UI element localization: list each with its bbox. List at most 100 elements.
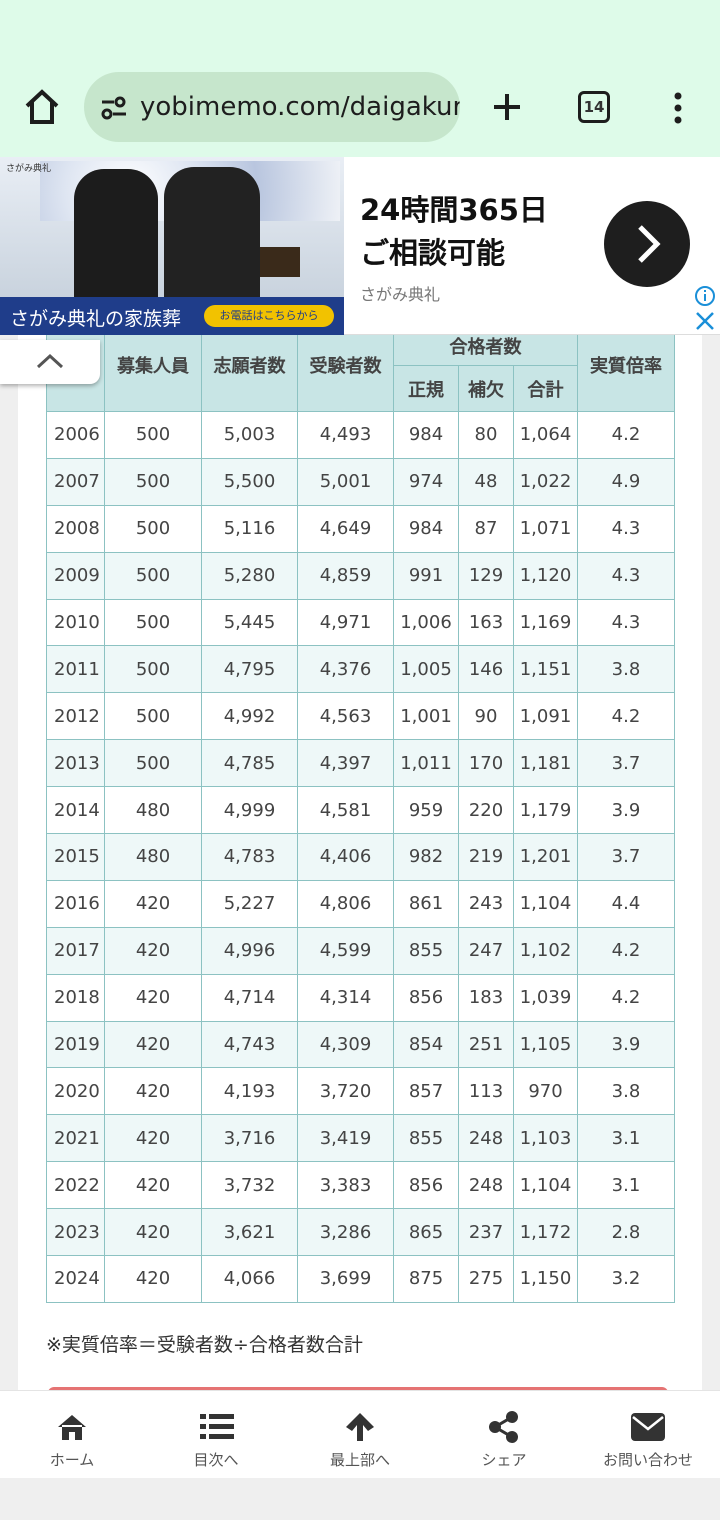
table-cell: 87 <box>458 504 514 553</box>
table-cell: 3,383 <box>297 1161 394 1210</box>
table-cell: 2009 <box>46 551 105 600</box>
table-row: 2008 500 5,116 4,649 984 87 1,071 4.3 <box>46 504 675 553</box>
tab-count[interactable]: 14 <box>578 91 610 123</box>
collapse-tab[interactable] <box>0 340 100 384</box>
table-cell: 275 <box>458 1255 514 1303</box>
address-bar[interactable]: yobimemo.com/daigakur <box>84 72 460 142</box>
table-cell: 1,039 <box>513 973 578 1022</box>
table-cell: 4,996 <box>201 926 298 975</box>
table-cell: 854 <box>393 1020 459 1069</box>
table-cell: 4.2 <box>577 926 675 975</box>
table-cell: 4,599 <box>297 926 394 975</box>
table-row: 2020 420 4,193 3,720 857 113 970 3.8 <box>46 1067 675 1116</box>
table-cell: 2011 <box>46 645 105 694</box>
table-cell: 4,193 <box>201 1067 298 1116</box>
table-cell: 3,699 <box>297 1255 394 1303</box>
table-cell: 420 <box>104 973 202 1022</box>
table-cell: 3.9 <box>577 1020 675 1069</box>
table-cell: 2007 <box>46 457 105 506</box>
table-cell: 4,971 <box>297 598 394 647</box>
table-cell: 4,999 <box>201 786 298 835</box>
table-cell: 4.4 <box>577 879 675 928</box>
table-cell: 420 <box>104 1020 202 1069</box>
table-cell: 500 <box>104 598 202 647</box>
table-cell: 420 <box>104 1067 202 1116</box>
table-cell: 1,104 <box>513 879 578 928</box>
table-cell: 4,397 <box>297 739 394 788</box>
table-cell: 5,445 <box>201 598 298 647</box>
table-row: 2014 480 4,999 4,581 959 220 1,179 3.9 <box>46 786 675 835</box>
table-row: 2011 500 4,795 4,376 1,005 146 1,151 3.8 <box>46 645 675 694</box>
table-cell: 1,103 <box>513 1114 578 1163</box>
ad-controls[interactable] <box>694 285 716 331</box>
table-cell: 90 <box>458 692 514 741</box>
table-row: 2024 420 4,066 3,699 875 275 1,150 3.2 <box>46 1255 675 1303</box>
browser-bar: yobimemo.com/daigakur 14 <box>0 0 720 157</box>
nav-item[interactable]: お問い合わせ <box>576 1391 720 1478</box>
new-tab-button[interactable] <box>492 92 522 122</box>
table-cell: 2018 <box>46 973 105 1022</box>
data-table: 募集人員 志願者数 受験者数 合格者数 実質倍率 正規 補欠 合計 2006 50… <box>46 318 675 1303</box>
menu-button[interactable] <box>670 92 686 124</box>
nav-label[interactable]: シェア <box>481 1451 527 1469</box>
table-cell: 420 <box>104 1255 202 1303</box>
table-cell: 1,181 <box>513 739 578 788</box>
table-cell: 1,071 <box>513 504 578 553</box>
nav-label[interactable]: ホーム <box>49 1451 95 1469</box>
table-cell: 2022 <box>46 1161 105 1210</box>
table-cell: 500 <box>104 411 202 459</box>
table-cell: 4.3 <box>577 598 675 647</box>
table-cell: 4,563 <box>297 692 394 741</box>
table-cell: 1,150 <box>513 1255 578 1303</box>
table-cell: 861 <box>393 879 459 928</box>
table-cell: 959 <box>393 786 459 835</box>
table-cell: 1,064 <box>513 411 578 459</box>
nav-label[interactable]: 最上部へ <box>329 1451 390 1469</box>
table-cell: 1,169 <box>513 598 578 647</box>
table-cell: 1,102 <box>513 926 578 975</box>
table-cell: 4,806 <box>297 879 394 928</box>
table-cell: 2016 <box>46 879 105 928</box>
table-cell: 2020 <box>46 1067 105 1116</box>
table-cell: 1,001 <box>393 692 459 741</box>
table-cell: 5,500 <box>201 457 298 506</box>
url-text[interactable]: yobimemo.com/daigakur <box>140 92 460 122</box>
table-cell: 183 <box>458 973 514 1022</box>
table-cell: 4.3 <box>577 551 675 600</box>
table-row: 2006 500 5,003 4,493 984 80 1,064 4.2 <box>46 411 675 459</box>
table-cell: 1,011 <box>393 739 459 788</box>
nav-label[interactable]: お問い合わせ <box>602 1451 693 1469</box>
table-cell: 5,001 <box>297 457 394 506</box>
table-row: 2010 500 5,445 4,971 1,006 163 1,169 4.3 <box>46 598 675 647</box>
table-cell: 4,743 <box>201 1020 298 1069</box>
table-cell: 4,783 <box>201 833 298 881</box>
ad-photo: さがみ典礼 <box>0 157 344 297</box>
ad-advertiser: さがみ典礼 <box>360 285 441 304</box>
site-info-icon[interactable] <box>100 96 128 120</box>
table-row: 2012 500 4,992 4,563 1,001 90 1,091 4.2 <box>46 692 675 741</box>
table-cell: 146 <box>458 645 514 694</box>
nav-item[interactable]: 目次へ <box>144 1391 288 1478</box>
table-cell: 4,992 <box>201 692 298 741</box>
nav-item[interactable]: 最上部へ <box>288 1391 432 1478</box>
table-row: 2022 420 3,732 3,383 856 248 1,104 3.1 <box>46 1161 675 1210</box>
nav-item[interactable]: ホーム <box>0 1391 144 1478</box>
table-cell: 4,649 <box>297 504 394 553</box>
subheader-cell: 正規 <box>393 365 459 412</box>
table-cell: 243 <box>458 879 514 928</box>
table-cell: 2012 <box>46 692 105 741</box>
home-button[interactable] <box>24 88 60 126</box>
nav-item[interactable]: シェア <box>432 1391 576 1478</box>
table-cell: 2010 <box>46 598 105 647</box>
table-cell: 974 <box>393 457 459 506</box>
ad-arrow-button[interactable] <box>604 201 690 287</box>
table-cell: 1,006 <box>393 598 459 647</box>
table-cell: 1,172 <box>513 1208 578 1257</box>
table-cell: 2014 <box>46 786 105 835</box>
ad-strip-button[interactable]: お電話はこちらから <box>204 305 334 327</box>
table-cell: 4,859 <box>297 551 394 600</box>
ad-banner[interactable]: さがみ典礼 さがみ典礼の家族葬 お電話はこちらから 24時間365日 ご相談可能… <box>0 157 720 335</box>
subheader-cell: 補欠 <box>458 365 514 412</box>
nav-label[interactable]: 目次へ <box>193 1451 239 1469</box>
